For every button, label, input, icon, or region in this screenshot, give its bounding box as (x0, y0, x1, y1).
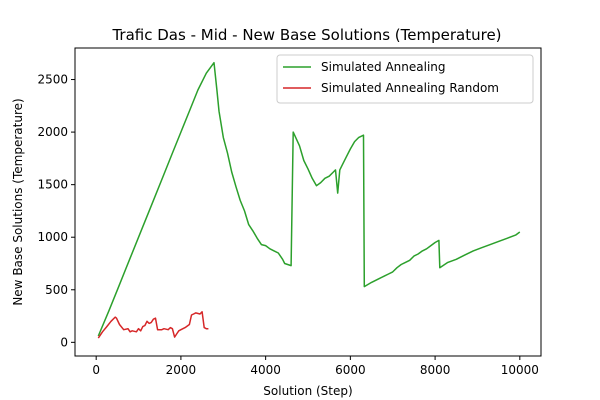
x-axis-label: Solution (Step) (263, 384, 352, 398)
y-tick-label: 500 (45, 283, 68, 297)
x-axis: 0 2000 4000 6000 8000 10000 (92, 356, 539, 377)
series-line-1 (97, 61, 521, 337)
x-tick-label: 2000 (166, 363, 197, 377)
y-tick-label: 2000 (37, 125, 68, 139)
y-tick-label: 1500 (37, 178, 68, 192)
y-tick-label: 2500 (37, 73, 68, 87)
legend: Simulated Annealing Simulated Annealing R… (276, 54, 534, 104)
y-tick-label: 0 (60, 335, 68, 349)
x-tick-label: 8000 (420, 363, 451, 377)
chart-title: Trafic Das - Mid - New Base Solutions (T… (111, 26, 501, 44)
legend-label-1: Simulated Annealing (321, 60, 446, 74)
legend-box (276, 54, 534, 104)
x-tick-label: 0 (92, 363, 100, 377)
series-line-2 (97, 311, 209, 339)
x-tick-label: 4000 (250, 363, 281, 377)
x-tick-label: 6000 (335, 363, 366, 377)
x-tick-label: 10000 (501, 363, 539, 377)
y-axis: 0 500 1000 1500 2000 2500 (37, 73, 75, 349)
axes-frame (74, 47, 542, 357)
y-tick-label: 1000 (37, 230, 68, 244)
legend-label-2: Simulated Annealing Random (321, 81, 499, 95)
y-axis-label: New Base Solutions (Temperature) (11, 98, 25, 305)
plot-area (97, 61, 521, 339)
